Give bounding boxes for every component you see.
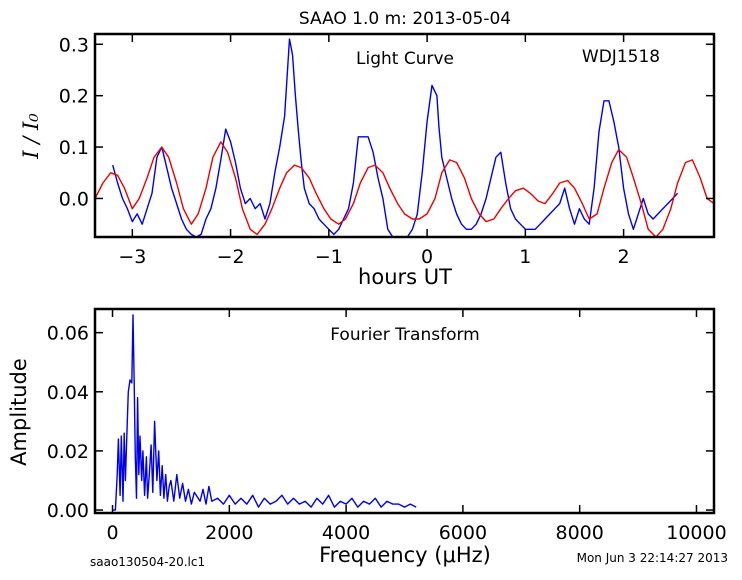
fourier-ticks: 0 2000 4000 6000 8000 10000 0.00 0.02 0.04 0.06 (47, 309, 727, 544)
fourier-series (112, 314, 417, 511)
light-curve-xtick-label: −3 (118, 246, 146, 268)
light-curve-series-line-0 (112, 38, 679, 237)
fourier-series-line-0 (112, 314, 417, 511)
fourier-xtick-label: 8000 (556, 522, 604, 544)
light-curve-ytick-label: 0.1 (59, 137, 89, 159)
fourier-xtick-label: 2000 (205, 522, 253, 544)
fourier-xtick-label: 10000 (666, 522, 726, 544)
footer-filename: saao130504-20.lc1 (90, 555, 205, 569)
fourier-xtick-label: 0 (106, 522, 118, 544)
fourier-frame (93, 307, 716, 515)
fourier-xlabel: Frequency (μHz) (319, 543, 491, 567)
light-curve-ytick-label: 0.0 (59, 188, 89, 210)
star-annotation: WDJ1518 (582, 47, 660, 67)
fourier-xtick-label: 6000 (439, 522, 487, 544)
light-curve-series (95, 38, 714, 237)
fourier-title: Fourier Transform (330, 325, 479, 345)
fourier-panel: 0 2000 4000 6000 8000 10000 0.00 0.02 0.04 0.06 F… (7, 307, 727, 567)
light-curve-panel: −3 −2 −1 0 1 2 0.0 0.1 0.2 0.3 Light Curve WDJ151… (19, 32, 716, 289)
light-curve-frame (93, 32, 716, 239)
light-curve-ticks: −3 −2 −1 0 1 2 0.0 0.1 0.2 0.3 (59, 34, 714, 268)
light-curve-xtick-label: 0 (421, 246, 433, 268)
fourier-ytick-label: 0.04 (47, 382, 89, 404)
footer-timestamp: Mon Jun 3 22:14:27 2013 (577, 551, 728, 565)
fourier-ytick-label: 0.06 (47, 323, 89, 345)
fourier-xtick-label: 4000 (322, 522, 370, 544)
light-curve-xtick-label: −1 (315, 246, 343, 268)
light-curve-title: Light Curve (356, 49, 454, 69)
light-curve-ylabel: I / I₀ (19, 113, 43, 160)
light-curve-xtick-label: −2 (217, 246, 245, 268)
light-curve-ytick-label: 0.2 (59, 86, 89, 108)
fourier-ytick-label: 0.02 (47, 441, 89, 463)
light-curve-xtick-label: 1 (519, 246, 531, 268)
light-curve-xlabel: hours UT (358, 265, 452, 289)
light-curve-series-line-1 (95, 141, 714, 237)
light-curve-xtick-label: 2 (618, 246, 630, 268)
light-curve-ytick-label: 0.3 (59, 34, 89, 56)
fourier-ytick-label: 0.00 (47, 500, 89, 522)
fourier-ylabel: Amplitude (7, 358, 31, 466)
figure-title: SAAO 1.0 m: 2013-05-04 (299, 9, 511, 29)
